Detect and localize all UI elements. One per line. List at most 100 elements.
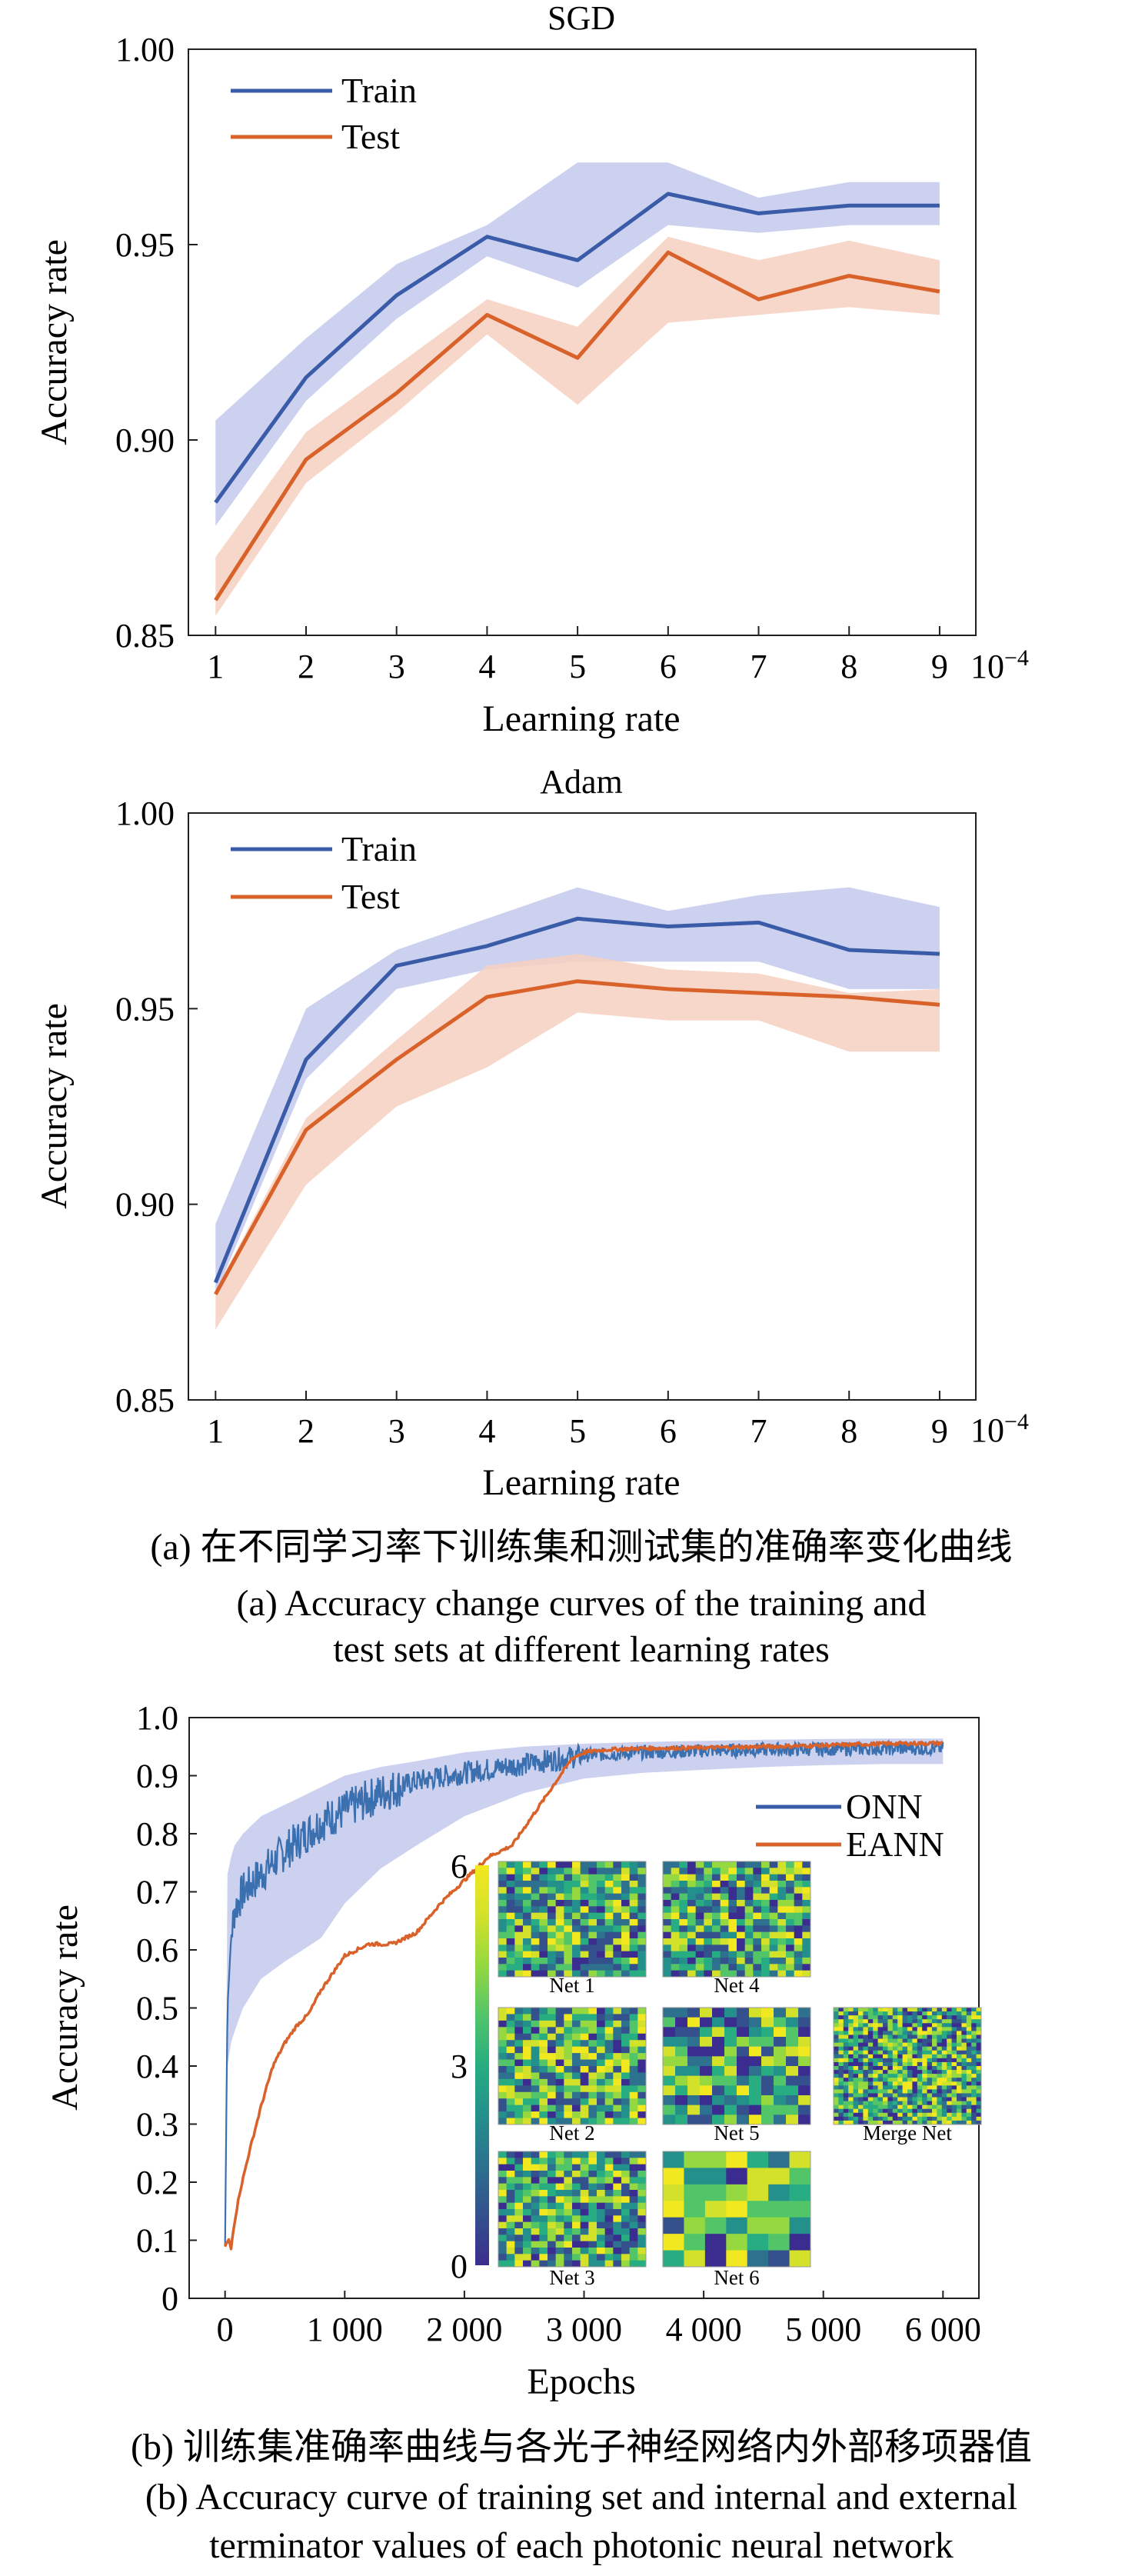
epochs-x-axis-label: Epochs: [527, 2361, 635, 2402]
epochs-x-tick-label: 6 000: [905, 2311, 981, 2348]
epochs-legend-eann: EANN: [846, 1825, 944, 1864]
adam-x-tick-label: 3: [388, 1412, 405, 1450]
inset-heatmap-label: Net 6: [714, 2266, 759, 2289]
adam-x-tick-label: 8: [840, 1412, 857, 1450]
sgd-y-tick-label: 1.00: [115, 31, 175, 68]
epochs-y-tick-label: 0.3: [136, 2106, 178, 2144]
inset-colorbar-tick: 0: [451, 2248, 468, 2285]
caption-b-chinese: (b) 训练集准确率曲线与各光子神经网络内外部移项器值: [131, 2427, 1032, 2468]
sgd-legend: Train Test: [231, 71, 417, 156]
adam-y-tick-label: 0.85: [115, 1381, 175, 1419]
sgd-x-multiplier: 10−4: [970, 645, 1029, 685]
sgd-y-axis-label: Accuracy rate: [34, 239, 75, 445]
epochs-x-tick-label: 2 000: [426, 2311, 502, 2348]
inset-colorbar-tick: 3: [451, 2048, 468, 2085]
epochs-x-tick-label: 4 000: [666, 2311, 742, 2348]
epochs-y-tick-label: 0.9: [136, 1758, 178, 1795]
epochs-y-tick-label: 0: [161, 2280, 178, 2318]
adam-train-line: [213, 916, 940, 1284]
inset-heatmap-merge-net: [833, 2007, 982, 2125]
sgd-plot-frame: [188, 48, 977, 636]
sgd-x-tick-label: 7: [751, 648, 767, 685]
inset-heatmap-net-3: [498, 2151, 647, 2268]
sgd-x-tick-label: 6: [660, 648, 677, 685]
caption-b-english-line1: (b) Accuracy curve of training set and i…: [145, 2477, 1017, 2518]
inset-heatmap-label: Net 2: [549, 2121, 594, 2144]
inset-heatmap-label: Net 1: [549, 1974, 594, 1997]
epochs-eann-line: [224, 1740, 944, 2251]
adam-x-tick-label: 1: [207, 1412, 224, 1450]
sgd-x-tick-label: 4: [478, 648, 495, 685]
adam-x-tick-label: 6: [660, 1412, 677, 1450]
epochs-y-tick-label: 0.6: [136, 1931, 178, 1969]
inset-heatmap-net-5: [662, 2007, 811, 2125]
adam-x-tick-label: 4: [478, 1412, 495, 1450]
caption-b-english-line2: terminator values of each photonic neura…: [209, 2525, 954, 2566]
epochs-y-tick-label: 0.2: [136, 2164, 178, 2201]
adam-test-line: [214, 979, 940, 1295]
adam-plot-frame: [188, 812, 977, 1401]
sgd-x-tick-label: 5: [569, 648, 586, 685]
sgd-y-tick-label: 0.95: [115, 226, 175, 264]
adam-legend-test: Test: [341, 877, 400, 916]
adam-chart: Adam 0.85 0.90 0.95 1.00 1 2 3 4 5 6 7 8 9 Accuracy …: [34, 763, 1029, 1503]
sgd-x-tick-label: 8: [840, 648, 857, 685]
sgd-y-tick-label: 0.90: [115, 422, 175, 459]
epochs-x-tick-label: 0: [217, 2311, 234, 2348]
inset-heatmap-net-4: [662, 1861, 811, 1978]
inset-colorbar-tick: 6: [451, 1848, 468, 1885]
adam-legend: Train Test: [231, 829, 417, 916]
adam-y-tick-label: 0.90: [115, 1186, 175, 1224]
sgd-train-band: [215, 162, 940, 526]
epochs-y-tick-label: 0.8: [136, 1815, 178, 1853]
epochs-y-axis-label: Accuracy rate: [45, 1905, 85, 2111]
adam-y-tick-label: 1.00: [115, 795, 175, 832]
epochs-x-tick-label: 3 000: [546, 2311, 622, 2348]
sgd-train-line: [214, 192, 940, 504]
inset-heatmap-label: Net 3: [549, 2266, 594, 2289]
caption-a-english-line2: test sets at different learning rates: [333, 1629, 830, 1670]
inset-heatmap-net-6: [662, 2151, 811, 2268]
sgd-test-band: [215, 236, 940, 616]
inset-heatmap-label: Net 5: [714, 2121, 759, 2144]
sgd-legend-test: Test: [341, 117, 400, 156]
inset-heatmap-label: Net 4: [714, 1974, 760, 1997]
sgd-x-tick-label: 1: [207, 648, 224, 685]
inset-colorbar: [475, 1865, 489, 2265]
epochs-y-tick-label: 0.5: [136, 1990, 178, 2028]
caption-a-chinese: (a) 在不同学习率下训练集和测试集的准确率变化曲线: [150, 1527, 1012, 1568]
sgd-chart: SGD 0.85 0.90 0.95 1.00 1 2 3 4 5 6 7 8 9 Accuracy r…: [34, 0, 1029, 739]
adam-x-tick-label: 9: [931, 1412, 948, 1450]
epochs-x-tick-label: 1 000: [307, 2311, 383, 2348]
sgd-x-tick-label: 9: [931, 648, 948, 685]
adam-x-tick-label: 7: [751, 1412, 767, 1450]
phase-shifter-inset: 0 3 6 Net 1 Net 4 Net 2 Net 5 Merge Net Net 3 Net…: [451, 1848, 982, 2289]
epochs-legend: ONN EANN: [756, 1787, 944, 1864]
inset-heatmap-net-1: [498, 1861, 647, 1978]
sgd-legend-train: Train: [341, 71, 417, 110]
adam-x-axis-label: Learning rate: [482, 1462, 680, 1503]
epochs-y-tick-label: 0.4: [136, 2048, 178, 2085]
sgd-test-line: [214, 250, 940, 602]
adam-y-tick-label: 0.95: [115, 990, 175, 1028]
sgd-x-axis-label: Learning rate: [482, 698, 680, 739]
caption-a-english-line1: (a) Accuracy change curves of the traini…: [237, 1583, 927, 1624]
epochs-legend-onn: ONN: [846, 1787, 923, 1826]
adam-x-tick-label: 2: [298, 1412, 315, 1450]
epochs-y-tick-label: 1.0: [136, 1699, 178, 1737]
adam-y-axis-label: Accuracy rate: [34, 1003, 75, 1209]
adam-train-band: [215, 887, 940, 1295]
sgd-y-tick-label: 0.85: [115, 617, 175, 655]
sgd-x-tick-label: 2: [298, 648, 315, 685]
sgd-chart-title: SGD: [548, 0, 615, 37]
inset-heatmap-label: Merge Net: [863, 2121, 952, 2144]
epochs-y-tick-label: 0.7: [136, 1874, 178, 1911]
adam-x-tick-label: 5: [569, 1412, 586, 1450]
epochs-x-tick-label: 5 000: [785, 2311, 861, 2348]
adam-legend-train: Train: [341, 829, 417, 868]
adam-x-multiplier: 10−4: [970, 1409, 1029, 1449]
adam-test-band: [215, 954, 940, 1330]
sgd-x-tick-label: 3: [388, 648, 405, 685]
epochs-y-tick-label: 0.1: [136, 2222, 178, 2260]
